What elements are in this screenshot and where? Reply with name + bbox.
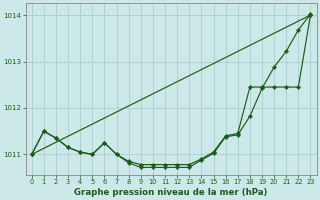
X-axis label: Graphe pression niveau de la mer (hPa): Graphe pression niveau de la mer (hPa) <box>74 188 268 197</box>
